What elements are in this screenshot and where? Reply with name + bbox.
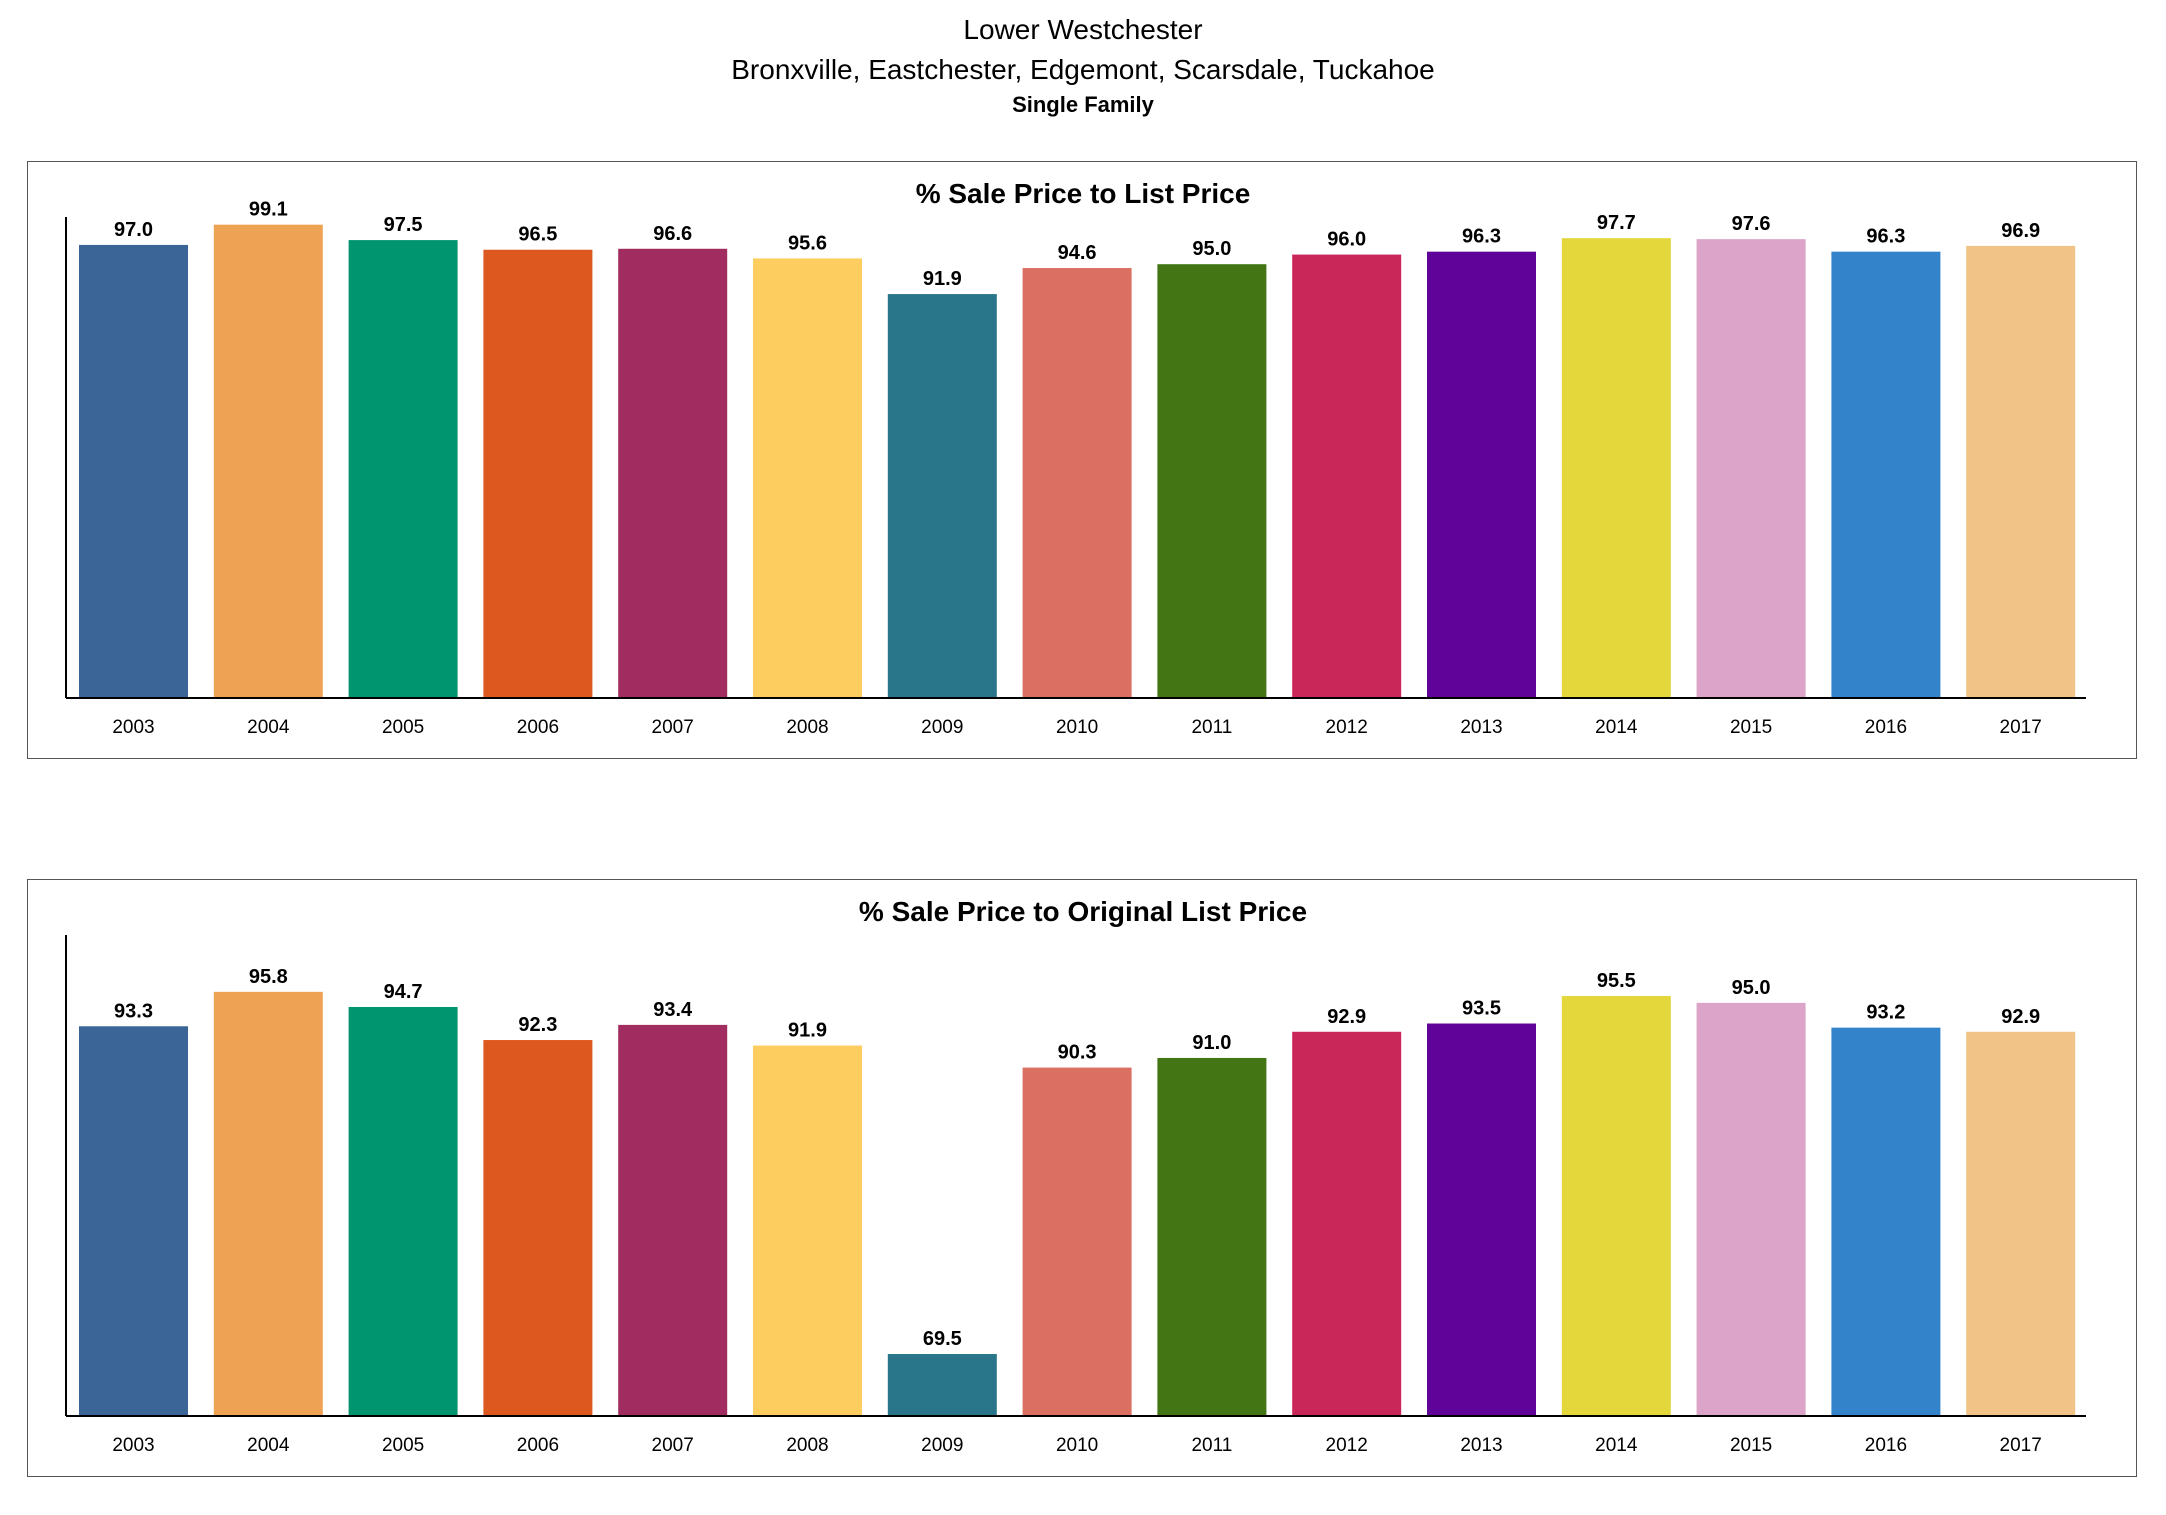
- bar-2007: [618, 248, 728, 698]
- x-tick-label-2006: 2006: [517, 1435, 559, 1456]
- value-label-2015: 97.6: [1732, 213, 1771, 235]
- x-tick-label-2013: 2013: [1460, 1435, 1502, 1456]
- bar-2005: [348, 1006, 458, 1416]
- value-label-2016: 96.3: [1866, 226, 1905, 248]
- x-tick-label-2014: 2014: [1595, 1435, 1638, 1456]
- sale-to-original-list-chart: % Sale Price to Original List Price 93.3 2…: [65, 896, 2086, 1456]
- value-label-2010: 90.3: [1058, 1042, 1097, 1064]
- x-tick-label-2015: 2015: [1730, 717, 1772, 738]
- x-tick-label-2010: 2010: [1056, 717, 1098, 738]
- x-tick-label-2007: 2007: [652, 1435, 694, 1456]
- value-label-2015: 95.0: [1732, 977, 1771, 999]
- value-label-2009: 69.5: [923, 1328, 962, 1350]
- value-label-2003: 97.0: [114, 219, 153, 241]
- bar-2017: [1966, 245, 2076, 698]
- bar-2013: [1427, 251, 1536, 698]
- chart-panel-sale-to-original-list: % Sale Price to Original List Price 93.3 2…: [27, 879, 2137, 1477]
- x-tick-label-2005: 2005: [382, 1435, 424, 1456]
- value-label-2007: 96.6: [653, 223, 692, 245]
- sale-to-list-chart: % Sale Price to List Price 97.0 2003 99.1 20…: [65, 178, 2086, 738]
- chart-panel-sale-to-list: % Sale Price to List Price 97.0 2003 99.1 20…: [27, 161, 2137, 759]
- bar-2009: [887, 1354, 997, 1416]
- value-label-2009: 91.9: [923, 268, 962, 290]
- bar-2008: [753, 1045, 862, 1416]
- x-tick-label-2014: 2014: [1595, 717, 1638, 738]
- value-label-2014: 97.7: [1597, 212, 1636, 234]
- x-tick-label-2011: 2011: [1191, 717, 1232, 738]
- value-label-2004: 95.8: [249, 966, 288, 988]
- value-label-2013: 96.3: [1462, 226, 1501, 248]
- report-title: Lower Westchester: [963, 14, 1203, 45]
- x-tick-label-2016: 2016: [1865, 717, 1907, 738]
- value-label-2004: 99.1: [249, 199, 288, 221]
- x-tick-label-2008: 2008: [786, 1435, 828, 1456]
- chart-title: % Sale Price to Original List Price: [859, 896, 1307, 927]
- value-label-2012: 96.0: [1327, 229, 1366, 251]
- bar-2011: [1157, 264, 1267, 698]
- x-tick-label-2012: 2012: [1326, 717, 1368, 738]
- x-tick-label-2004: 2004: [247, 1435, 290, 1456]
- x-tick-label-2006: 2006: [517, 717, 559, 738]
- bar-2004: [213, 224, 323, 698]
- x-tick-label-2009: 2009: [921, 1435, 963, 1456]
- bar-2015: [1696, 1002, 1806, 1416]
- value-label-2011: 95.0: [1192, 238, 1231, 260]
- value-label-2013: 93.5: [1462, 998, 1501, 1020]
- bar-2009: [887, 294, 997, 698]
- x-tick-label-2004: 2004: [247, 717, 290, 738]
- x-tick-label-2016: 2016: [1865, 1435, 1907, 1456]
- value-label-2005: 97.5: [384, 214, 423, 236]
- bar-2008: [753, 258, 862, 698]
- bar-2017: [1966, 1031, 2076, 1416]
- bar-2006: [483, 1040, 593, 1416]
- value-label-2017: 96.9: [2001, 220, 2040, 242]
- x-tick-label-2003: 2003: [112, 717, 154, 738]
- report-subtitle: Bronxville, Eastchester, Edgemont, Scars…: [731, 54, 1435, 85]
- value-label-2017: 92.9: [2001, 1006, 2040, 1028]
- bar-2005: [348, 240, 458, 698]
- bar-2003: [79, 1026, 188, 1416]
- x-tick-label-2015: 2015: [1730, 1435, 1772, 1456]
- bar-2003: [79, 244, 188, 699]
- value-label-2016: 93.2: [1866, 1002, 1905, 1024]
- chart-title: % Sale Price to List Price: [916, 178, 1251, 209]
- bar-2014: [1561, 995, 1671, 1416]
- x-tick-label-2010: 2010: [1056, 1435, 1098, 1456]
- x-tick-label-2008: 2008: [786, 717, 828, 738]
- bar-2010: [1022, 268, 1132, 698]
- x-tick-label-2012: 2012: [1326, 1435, 1368, 1456]
- x-tick-label-2017: 2017: [2000, 717, 2042, 738]
- x-tick-label-2009: 2009: [921, 717, 963, 738]
- value-label-2012: 92.9: [1327, 1006, 1366, 1028]
- property-type-label: Single Family: [1012, 92, 1154, 117]
- value-label-2010: 94.6: [1058, 242, 1097, 264]
- value-label-2007: 93.4: [653, 999, 693, 1021]
- bar-2013: [1427, 1023, 1536, 1416]
- bar-2012: [1292, 254, 1402, 698]
- bar-2016: [1831, 251, 1941, 698]
- value-label-2008: 91.9: [788, 1020, 827, 1042]
- bar-2011: [1157, 1057, 1267, 1416]
- bar-2007: [618, 1024, 728, 1416]
- value-label-2011: 91.0: [1192, 1032, 1231, 1054]
- x-tick-label-2011: 2011: [1191, 1435, 1232, 1456]
- value-label-2008: 95.6: [788, 232, 827, 254]
- x-tick-label-2013: 2013: [1460, 717, 1502, 738]
- bar-2012: [1292, 1031, 1402, 1416]
- bar-2016: [1831, 1027, 1941, 1416]
- value-label-2006: 92.3: [518, 1014, 557, 1036]
- bar-2014: [1561, 238, 1671, 698]
- value-label-2005: 94.7: [384, 981, 423, 1003]
- bar-2015: [1696, 239, 1806, 699]
- value-label-2003: 93.3: [114, 1000, 153, 1022]
- value-label-2014: 95.5: [1597, 970, 1636, 992]
- x-tick-label-2005: 2005: [382, 717, 424, 738]
- bar-2010: [1022, 1067, 1132, 1416]
- bar-2006: [483, 249, 593, 698]
- x-tick-label-2017: 2017: [2000, 1435, 2042, 1456]
- value-label-2006: 96.5: [518, 224, 557, 246]
- x-tick-label-2003: 2003: [112, 1435, 154, 1456]
- bar-2004: [213, 991, 323, 1416]
- x-tick-label-2007: 2007: [652, 717, 694, 738]
